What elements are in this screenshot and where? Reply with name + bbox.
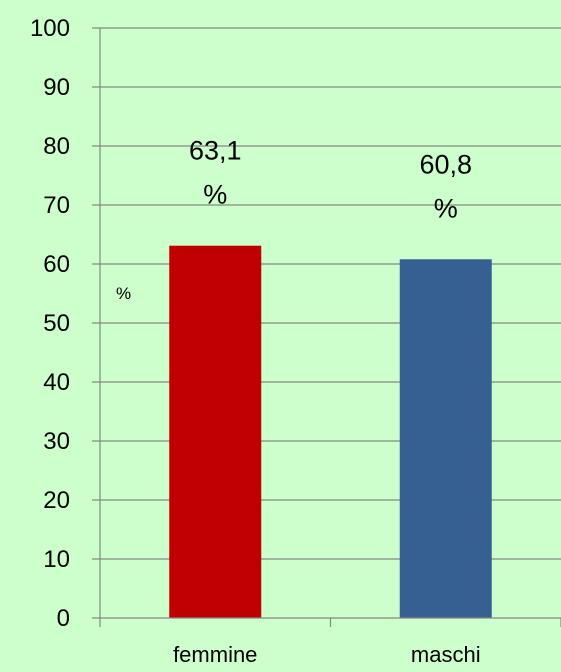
data-label-value: 63,1: [189, 136, 242, 166]
y-tick-label: 60: [43, 251, 70, 278]
x-tick-label: femmine: [173, 642, 257, 667]
y-tick-label: 90: [43, 74, 70, 101]
axes: [92, 27, 561, 627]
bars: [169, 245, 492, 618]
y-tick-label: 30: [43, 428, 70, 455]
y-tick-label: 40: [43, 369, 70, 396]
data-label-value: 60,8: [419, 149, 472, 179]
gridlines: [100, 27, 561, 560]
y-tick-label: 80: [43, 133, 70, 160]
x-tick-label: maschi: [411, 642, 481, 667]
bar-maschi: [399, 259, 492, 618]
data-label-unit: %: [203, 180, 227, 210]
y-tick-label: 100: [30, 15, 70, 42]
bar-femmine: [169, 245, 262, 618]
y-tick-label: 50: [43, 310, 70, 337]
y-tick-label: 70: [43, 192, 70, 219]
labels: 0 10 20 30 40 50 60 70 80 90 100 63,1% femmine 60,8% m…: [30, 15, 481, 667]
y-tick-label: 20: [43, 487, 70, 514]
y-tick-label: 0: [57, 605, 70, 632]
data-label-unit: %: [434, 193, 458, 223]
y-axis-label: %: [116, 284, 131, 303]
y-tick-label: 10: [43, 546, 70, 573]
